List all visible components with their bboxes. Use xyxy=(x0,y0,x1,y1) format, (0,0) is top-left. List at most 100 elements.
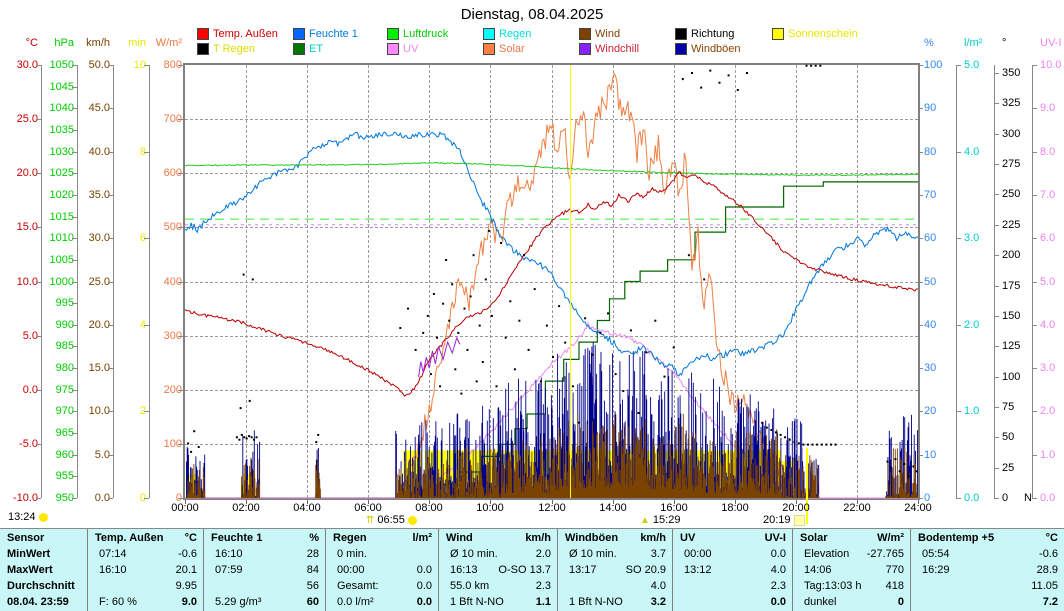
axis-tick-label-hpa: 1045 xyxy=(49,81,74,93)
sunset-marker-line xyxy=(806,448,808,524)
table-cell-value: 1.1 xyxy=(535,596,551,608)
series-richtung-dot xyxy=(238,438,241,441)
sunset-time: 20:19 xyxy=(763,514,791,526)
table-row: 55.0 km 2.3 xyxy=(446,578,551,594)
legend-item-regen: Regen xyxy=(483,28,531,40)
series-richtung-dot xyxy=(495,385,498,388)
axis-tick-wm2 xyxy=(178,227,183,228)
axis-tick-uvi xyxy=(1032,498,1037,499)
series-windchill xyxy=(418,336,461,377)
axis-tick-label-pct: 90 xyxy=(924,102,937,114)
axis-tick-label-uvi: 0.0 xyxy=(1040,492,1056,504)
series-richtung-dot xyxy=(407,307,409,310)
series-richtung-dot xyxy=(915,470,918,473)
table-row: 16:13 O-SO 13.7 xyxy=(446,562,551,578)
series-richtung-dot xyxy=(251,278,254,281)
series-richtung-dot xyxy=(552,356,554,359)
legend-item-richtung: Richtung xyxy=(675,28,734,40)
table-cell-label: Gesamt: xyxy=(337,580,379,592)
axis-tick-kmh xyxy=(108,411,113,412)
axis-tick-wm2 xyxy=(178,336,183,337)
series-richtung-dot xyxy=(240,433,243,436)
gridline-horizontal xyxy=(185,336,918,337)
series-richtung-dot xyxy=(672,346,675,349)
table-cell-label: 16:29 xyxy=(922,564,950,576)
axis-tick-label-min: 10 xyxy=(133,59,146,71)
axis-tick-min xyxy=(144,238,149,239)
table-row-label-text: Sensor xyxy=(7,532,45,544)
weather-chart-canvas xyxy=(184,64,919,499)
series-richtung-dot xyxy=(487,229,490,232)
legend-color-swatch xyxy=(675,43,687,55)
table-column-unit: °C xyxy=(1045,532,1058,544)
table-cell-value: 0 xyxy=(897,596,904,608)
axis-tick-label-uvi: 2.0 xyxy=(1040,405,1056,417)
table-cell-value: 0.0 xyxy=(770,596,786,608)
gridline-horizontal xyxy=(185,390,918,391)
table-cell-value: 0.0 xyxy=(770,548,786,560)
table-cell-label: 16:10 xyxy=(215,548,243,560)
series-feuchte xyxy=(184,131,919,377)
x-axis-tick xyxy=(185,500,186,504)
axis-tick-temp xyxy=(36,336,41,337)
axis-tick-label-deg: 25 xyxy=(1002,462,1015,474)
gridline-horizontal xyxy=(185,173,918,174)
x-axis-label: 22:00 xyxy=(843,502,871,514)
axis-tick-label-temp: -10.0 xyxy=(12,492,38,504)
axis-tick-temp xyxy=(36,282,41,283)
axis-tick-deg xyxy=(994,225,999,226)
gridline-horizontal xyxy=(185,227,918,228)
series-richtung-dot xyxy=(825,443,828,446)
series-richtung-dot xyxy=(797,442,800,445)
axis-tick-hpa xyxy=(72,368,77,369)
axis-header-pct: % xyxy=(924,37,934,49)
legend-label: Wind xyxy=(595,28,621,40)
axis-tick-label-deg: 50 xyxy=(1002,431,1015,443)
legend-item-uv: UV xyxy=(387,43,418,55)
table-column-header: Temp. Außen °C xyxy=(95,530,197,546)
table-row-label-text: MaxWert xyxy=(7,564,53,576)
series-richtung-dot xyxy=(779,433,782,436)
series-richtung-dot xyxy=(700,86,703,89)
sun-culmination-line xyxy=(570,65,571,498)
table-cell-value: 84 xyxy=(306,564,319,576)
table-row-label: MinWert xyxy=(7,546,81,562)
table-row-label-text: 08.04. 23:59 xyxy=(7,596,69,608)
axis-tick-hpa xyxy=(72,87,77,88)
axis-tick-uvi xyxy=(1032,238,1037,239)
gridline-vertical xyxy=(429,65,430,498)
table-row: 07:59 84 xyxy=(211,562,319,578)
x-axis-label: 14:00 xyxy=(599,502,627,514)
table-cell-label: 0 min. xyxy=(337,548,367,560)
table-cell-value: -0.6 xyxy=(178,548,197,560)
axis-tick-label-pct: 40 xyxy=(924,319,937,331)
series-richtung-dot xyxy=(439,385,441,388)
axis-tick-lm2 xyxy=(956,325,961,326)
axis-tick-deg xyxy=(994,407,999,408)
axis-tick-label-uvi: 1.0 xyxy=(1040,449,1056,461)
x-axis-tick xyxy=(552,500,553,504)
axis-tick-label-pct: 20 xyxy=(924,405,937,417)
legend-item-temp-au-en: Temp. Außen xyxy=(197,28,278,40)
table-row: 13:12 4.0 xyxy=(680,562,786,578)
series-richtung-dot xyxy=(253,438,255,441)
axis-tick-uvi xyxy=(1032,282,1037,283)
axis-tick-label-pct: 10 xyxy=(924,449,937,461)
sunset-icon xyxy=(793,514,805,526)
table-cell-value: 20.1 xyxy=(175,564,197,576)
axis-tick-pct xyxy=(918,238,923,239)
axis-tick-lm2 xyxy=(956,65,961,66)
axis-tick-hpa xyxy=(72,303,77,304)
series-richtung-dot xyxy=(469,295,472,298)
x-axis-tick xyxy=(368,500,369,504)
series-richtung-dot xyxy=(736,89,739,91)
table-row: 0.0 xyxy=(680,594,786,610)
series-richtung-dot xyxy=(820,443,823,446)
axis-tick-deg xyxy=(994,164,999,165)
axis-tick-label-wm2: 100 xyxy=(163,438,182,450)
table-row: 56 xyxy=(211,578,319,594)
legend-item-solar: Solar xyxy=(483,43,525,55)
table-row: 16:10 20.1 xyxy=(95,562,197,578)
x-axis-tick xyxy=(918,500,919,504)
